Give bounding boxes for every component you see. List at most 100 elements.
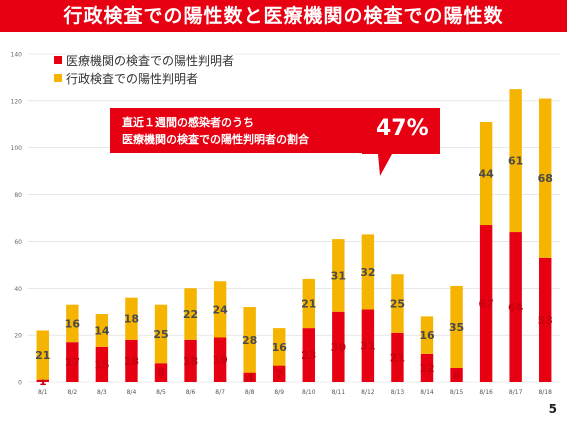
- bar-administrative: [479, 121, 493, 226]
- y-tick-label: 40: [14, 286, 22, 293]
- legend-item-medical: 医療機関の検査での陽性判明者: [54, 51, 234, 69]
- data-label: 28: [242, 334, 257, 347]
- bar-administrative: [184, 288, 197, 340]
- bar-administrative: [302, 278, 315, 329]
- x-tick-label: 8/4: [127, 389, 137, 396]
- y-tick-label: 120: [11, 98, 23, 105]
- x-tick-label: 8/6: [186, 389, 196, 396]
- y-tick-label: 0: [18, 380, 22, 387]
- bar-medical: [66, 342, 79, 382]
- y-tick-label: 60: [14, 239, 22, 246]
- bar-medical: [539, 257, 552, 382]
- data-label: 53: [538, 314, 553, 327]
- x-tick-label: 8/16: [479, 389, 493, 396]
- x-tick-label: 8/12: [361, 389, 375, 396]
- bar-medical: [450, 367, 463, 382]
- data-label: 14: [94, 324, 110, 337]
- callout-line-2: 医療機関の検査での陽性判明者の割合: [122, 132, 309, 146]
- data-label: 32: [360, 266, 375, 279]
- data-label: 6: [453, 369, 461, 382]
- data-label: 17: [65, 356, 80, 369]
- x-tick-label: 8/11: [332, 389, 346, 396]
- x-tick-label: 8/3: [97, 389, 107, 396]
- bar-medical: [243, 372, 256, 382]
- data-label: 16: [272, 341, 288, 354]
- x-tick-label: 8/13: [391, 389, 405, 396]
- data-label: 24: [212, 303, 228, 316]
- data-label: 15: [94, 358, 109, 371]
- y-tick-label: 140: [11, 52, 23, 59]
- data-label: 22: [183, 308, 198, 321]
- bar-medical: [95, 346, 109, 382]
- bar-medical: [213, 337, 227, 382]
- bar-administrative: [213, 281, 227, 338]
- bar-administrative: [391, 274, 404, 333]
- x-tick-label: 8/7: [215, 389, 225, 396]
- data-label: 21: [390, 351, 405, 364]
- data-label: 44: [478, 167, 494, 180]
- data-label: 25: [153, 328, 168, 341]
- x-tick-label: 8/5: [156, 389, 166, 396]
- page-number: 5: [548, 402, 557, 416]
- bar-administrative: [154, 304, 168, 364]
- data-label: 31: [360, 340, 375, 353]
- bar-medical: [332, 311, 345, 382]
- chart-legend: 医療機関の検査での陽性判明者 行政検査での陽性判明者: [54, 51, 234, 87]
- bar-medical: [391, 332, 404, 382]
- bar-medical: [361, 309, 375, 382]
- data-label: 35: [449, 321, 464, 334]
- bar-medical: [125, 339, 138, 382]
- data-label: 1: [39, 375, 47, 388]
- bar-medical: [36, 379, 49, 382]
- x-tick-label: 8/17: [509, 389, 523, 396]
- bar-administrative: [273, 328, 286, 366]
- bar-administrative: [539, 98, 552, 258]
- legend-label-administrative: 行政検査での陽性判明者: [66, 71, 199, 86]
- data-label: 25: [390, 298, 405, 311]
- data-label: 21: [301, 298, 316, 311]
- bar-medical: [184, 339, 197, 382]
- data-label: 67: [478, 298, 493, 311]
- legend-item-administrative: 行政検査での陽性判明者: [54, 69, 234, 87]
- data-label: 7: [275, 368, 283, 381]
- x-tick-label: 8/9: [274, 389, 284, 396]
- bar-medical: [273, 365, 286, 382]
- x-tick-label: 8/15: [450, 389, 464, 396]
- page-title: 行政検査での陽性数と医療機関の検査での陽性数: [0, 0, 567, 32]
- legend-label-medical: 医療機関の検査での陽性判明者: [66, 53, 235, 68]
- bar-administrative: [509, 89, 522, 233]
- y-tick-label: 80: [14, 192, 22, 199]
- data-label: 8: [157, 367, 165, 380]
- data-label: 18: [124, 313, 139, 326]
- data-label: 61: [508, 155, 523, 168]
- x-tick-label: 8/8: [245, 389, 255, 396]
- data-label: 30: [331, 341, 347, 354]
- callout-line-1: 直近１週間の感染者のうち: [122, 115, 254, 129]
- legend-swatch-administrative: [54, 74, 62, 82]
- x-tick-label: 8/1: [38, 389, 48, 396]
- bar-administrative: [420, 316, 434, 354]
- y-tick-label: 20: [14, 333, 22, 340]
- data-label: 18: [183, 355, 198, 368]
- data-label: 4: [246, 371, 254, 384]
- bar-administrative: [361, 234, 375, 310]
- data-label: 23: [301, 349, 316, 362]
- x-tick-label: 8/10: [302, 389, 316, 396]
- data-label: 31: [331, 269, 346, 282]
- callout-text: 直近１週間の感染者のうち 医療機関の検査での陽性判明者の割合: [110, 108, 372, 153]
- legend-swatch-medical: [54, 56, 62, 64]
- data-label: 16: [65, 317, 81, 330]
- callout-box: 直近１週間の感染者のうち 医療機関の検査での陽性判明者の割合: [110, 108, 440, 153]
- data-label: 19: [212, 354, 227, 367]
- bar-medical: [154, 363, 168, 382]
- bar-administrative: [66, 304, 79, 343]
- data-label: 18: [124, 355, 139, 368]
- x-tick-label: 8/18: [538, 389, 552, 396]
- x-tick-label: 8/2: [68, 389, 78, 396]
- callout-percentage: 47%: [376, 116, 429, 141]
- bar-medical: [479, 225, 493, 382]
- bar-administrative: [332, 239, 345, 312]
- bar-administrative: [243, 307, 256, 373]
- bar-medical: [420, 353, 434, 382]
